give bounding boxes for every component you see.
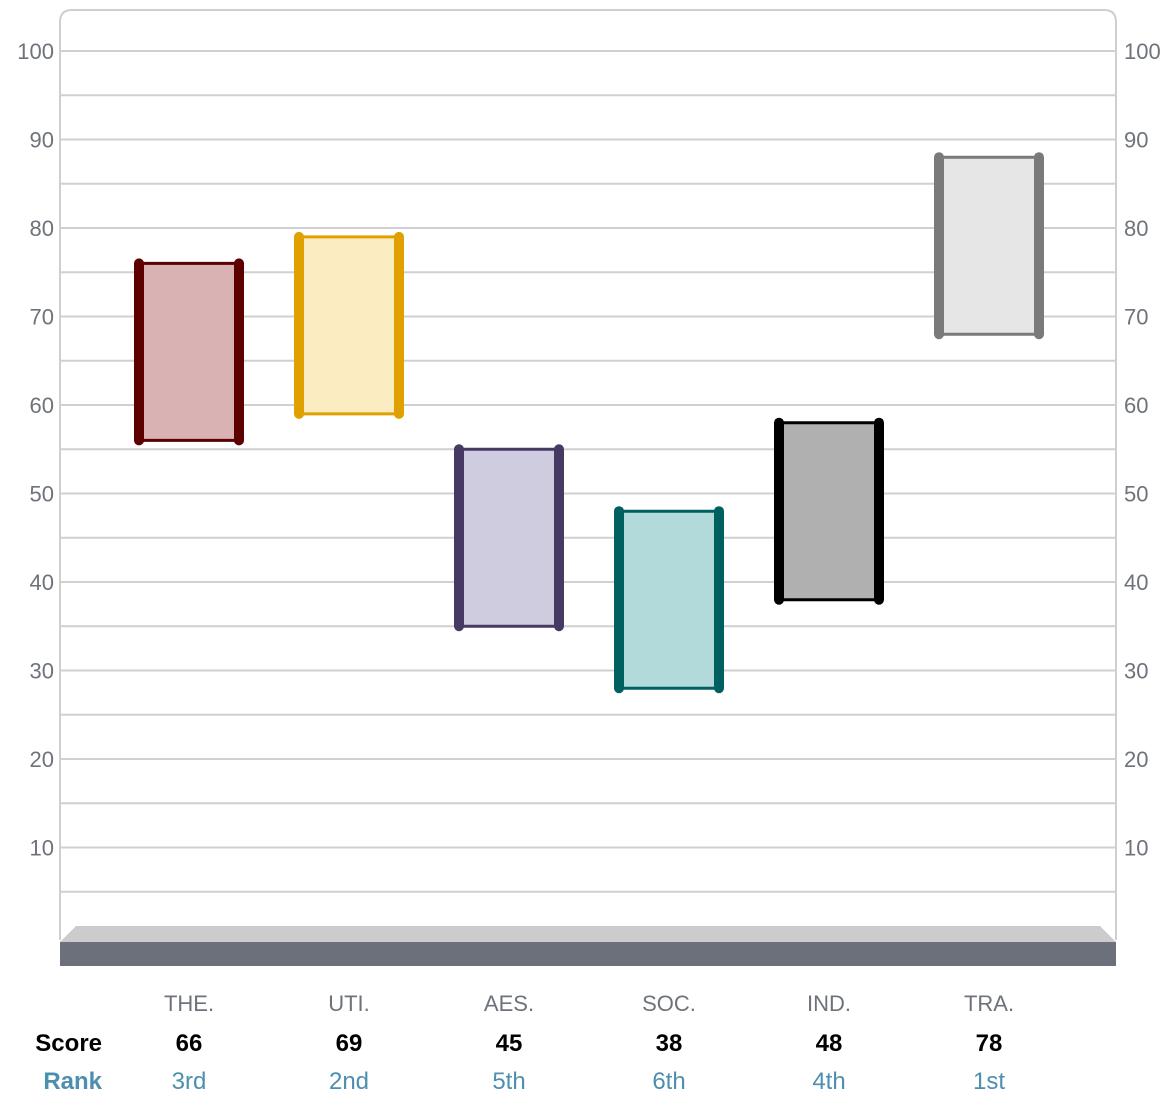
range-bar-fill bbox=[939, 157, 1039, 335]
score-value: 48 bbox=[816, 1030, 843, 1057]
rank-value: 2nd bbox=[329, 1068, 369, 1095]
range-bar-fill bbox=[619, 511, 719, 689]
y-tick-label-right: 70 bbox=[1124, 305, 1148, 330]
range-bar-fill bbox=[299, 236, 399, 414]
score-value: 69 bbox=[336, 1030, 363, 1057]
rank-value: 3rd bbox=[172, 1068, 207, 1095]
range-bar-aes bbox=[454, 444, 564, 632]
x-category-label: TRA. bbox=[964, 991, 1014, 1016]
range-bar-fill bbox=[459, 449, 559, 627]
x-category-label: UTI. bbox=[328, 991, 370, 1016]
range-bar-fill bbox=[139, 263, 239, 441]
range-bar-soc bbox=[614, 506, 724, 694]
y-tick-label-right: 10 bbox=[1124, 836, 1148, 861]
y-tick-label-right: 100 bbox=[1124, 39, 1161, 64]
y-tick-label-right: 30 bbox=[1124, 659, 1148, 684]
score-value: 45 bbox=[496, 1030, 523, 1057]
y-tick-label-right: 80 bbox=[1124, 216, 1148, 241]
y-tick-label-left: 80 bbox=[30, 216, 54, 241]
y-tick-label-right: 40 bbox=[1124, 570, 1148, 595]
range-bar-the bbox=[134, 258, 244, 446]
range-bar-fill bbox=[779, 422, 879, 600]
chart-floor-base bbox=[60, 942, 1116, 966]
y-tick-label-right: 90 bbox=[1124, 128, 1148, 153]
y-tick-label-left: 90 bbox=[30, 128, 54, 153]
range-bar-tra bbox=[934, 152, 1044, 340]
x-category-label: THE. bbox=[164, 991, 214, 1016]
category-labels: THE. 66 3rd UTI. 69 2nd AES. 45 5th SOC. 38 6th IND.… bbox=[164, 991, 1014, 1095]
rank-row-label: Rank bbox=[43, 1068, 102, 1095]
range-bar-ind bbox=[774, 417, 884, 605]
y-tick-label-left: 20 bbox=[30, 747, 54, 772]
y-tick-label-right: 60 bbox=[1124, 393, 1148, 418]
range-bars bbox=[134, 152, 1044, 694]
rank-value: 1st bbox=[973, 1068, 1005, 1095]
score-value: 78 bbox=[976, 1030, 1003, 1057]
y-tick-label-left: 100 bbox=[17, 39, 54, 64]
y-tick-label-left: 70 bbox=[30, 305, 54, 330]
y-tick-label-left: 40 bbox=[30, 570, 54, 595]
y-tick-label-right: 20 bbox=[1124, 747, 1148, 772]
y-tick-label-left: 50 bbox=[30, 482, 54, 507]
y-axis-ticks: 10 10 20 20 30 30 40 40 50 50 60 60 70 70 80 80 90 90 100 1… bbox=[17, 39, 1160, 861]
chart-floor-top bbox=[60, 926, 1116, 942]
rank-value: 6th bbox=[652, 1068, 685, 1095]
y-tick-label-left: 60 bbox=[30, 393, 54, 418]
rank-value: 5th bbox=[492, 1068, 525, 1095]
rank-value: 4th bbox=[812, 1068, 845, 1095]
y-tick-label-right: 50 bbox=[1124, 482, 1148, 507]
y-tick-label-left: 30 bbox=[30, 659, 54, 684]
y-tick-label-left: 10 bbox=[30, 836, 54, 861]
score-value: 66 bbox=[176, 1030, 203, 1057]
score-value: 38 bbox=[656, 1030, 683, 1057]
x-category-label: SOC. bbox=[642, 991, 696, 1016]
score-row-label: Score bbox=[35, 1030, 102, 1057]
x-category-label: AES. bbox=[484, 991, 534, 1016]
x-category-label: IND. bbox=[807, 991, 851, 1016]
chart-frame bbox=[59, 9, 1117, 940]
range-bar-uti bbox=[294, 231, 404, 419]
